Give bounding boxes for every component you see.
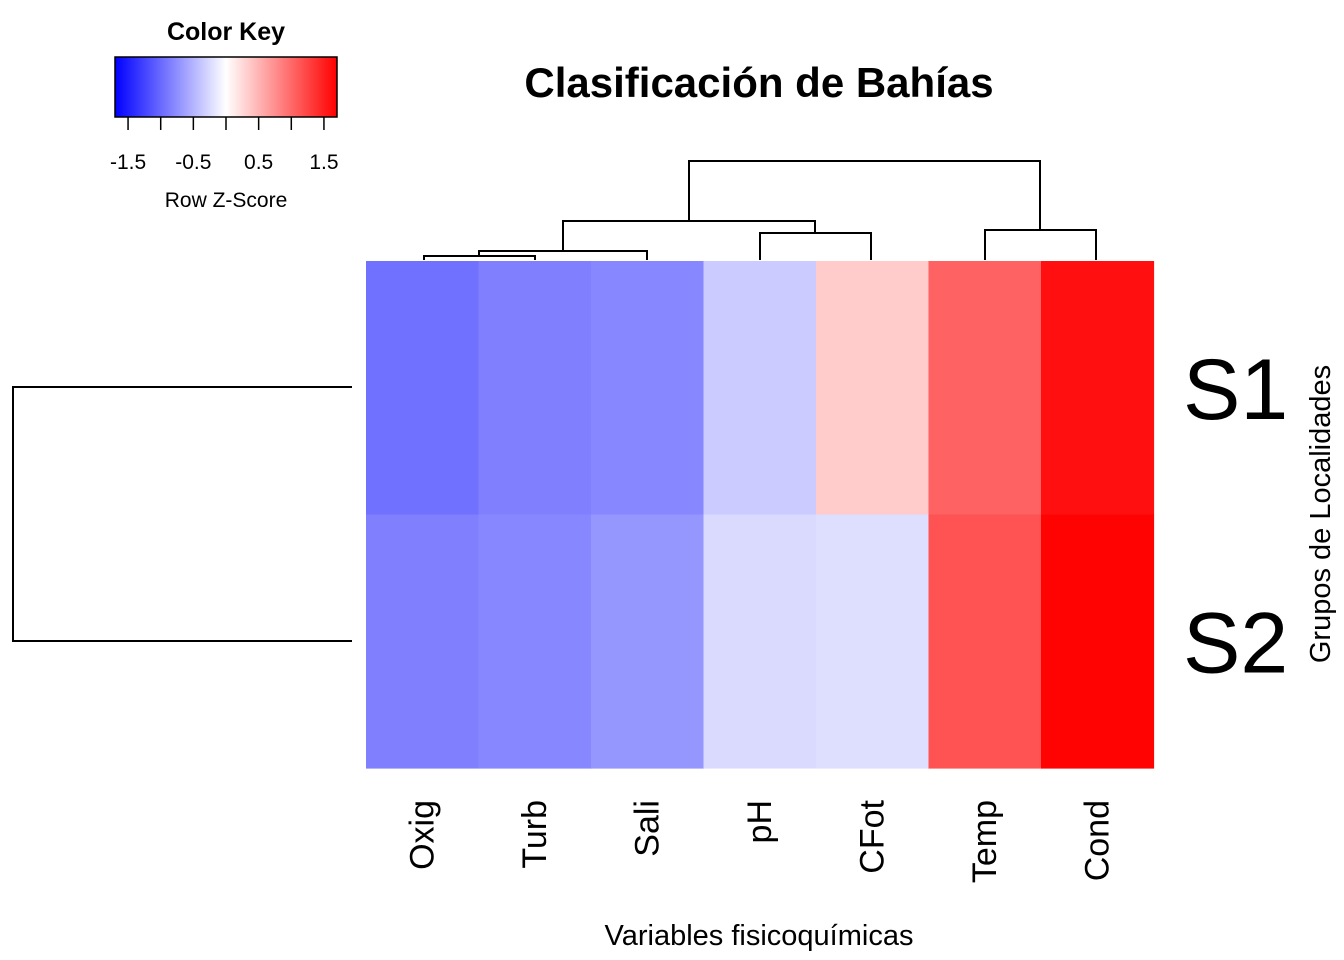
- heatmap-cell-s2-ph: [703, 514, 817, 769]
- dendro-link-oxig-turb: [423, 255, 536, 260]
- column-label-cond: Cond: [1078, 800, 1116, 881]
- heatmap-cell-s2-cfot: [816, 514, 930, 769]
- color-key-tick-label: 0.5: [244, 151, 273, 174]
- dendro-link-root: [688, 160, 1041, 230]
- color-key-tick-label: 1.5: [309, 151, 338, 174]
- color-key-tick-label: -0.5: [175, 151, 211, 174]
- color-key: Color Key -1.5 -0.5 0.5 1.5 Row Z-Score: [110, 18, 339, 212]
- color-key-label: Row Z-Score: [165, 189, 288, 212]
- heatmap-cell-s1-oxig: [366, 261, 480, 516]
- color-key-title: Color Key: [167, 18, 285, 46]
- heatmap-cells: [366, 261, 1155, 769]
- column-label-ph: pH: [741, 800, 779, 843]
- x-axis-label: Variables fisicoquímicas: [605, 920, 914, 952]
- column-label-cfot: CFot: [853, 799, 891, 873]
- heatmap-cell-s2-temp: [928, 514, 1042, 769]
- heatmap-cell-s1-cond: [1041, 261, 1155, 516]
- dendro-link-ph-cfot: [759, 232, 872, 260]
- column-label-temp: Temp: [966, 800, 1004, 883]
- column-label-oxig: Oxig: [403, 800, 441, 870]
- row-label-s2: S2: [1183, 595, 1288, 691]
- heatmap-cell-s2-oxig: [366, 514, 480, 769]
- column-label-sali: Sali: [628, 800, 666, 857]
- color-key-tick-label: -1.5: [110, 151, 146, 174]
- row-dendrogram: [12, 386, 352, 642]
- column-dendrogram: [423, 160, 1097, 260]
- row-label-s1: S1: [1183, 342, 1288, 438]
- color-key-ticks: -1.5 -0.5 0.5 1.5: [110, 117, 339, 174]
- color-key-gradient: [114, 56, 338, 118]
- dendro-link-temp-cond: [984, 229, 1097, 260]
- heatmap-cell-s2-sali: [591, 514, 705, 769]
- dendro-link-mid: [562, 220, 816, 251]
- heatmap-cell-s1-temp: [928, 261, 1042, 516]
- column-labels: Oxig Turb Sali pH CFot Temp Cond: [403, 799, 1116, 883]
- heatmap-cell-s2-cond: [1041, 514, 1155, 769]
- row-labels: S1 S2: [1183, 342, 1288, 692]
- column-label-turb: Turb: [516, 800, 554, 869]
- heatmap-cell-s1-ph: [703, 261, 817, 516]
- heatmap-cell-s1-cfot: [816, 261, 930, 516]
- y-axis-label: Grupos de Localidades: [1305, 365, 1337, 663]
- heatmap-cell-s1-turb: [478, 261, 592, 516]
- heatmap-cell-s2-turb: [478, 514, 592, 769]
- chart-title: Clasificación de Bahías: [524, 59, 993, 106]
- heatmap-cell-s1-sali: [591, 261, 705, 516]
